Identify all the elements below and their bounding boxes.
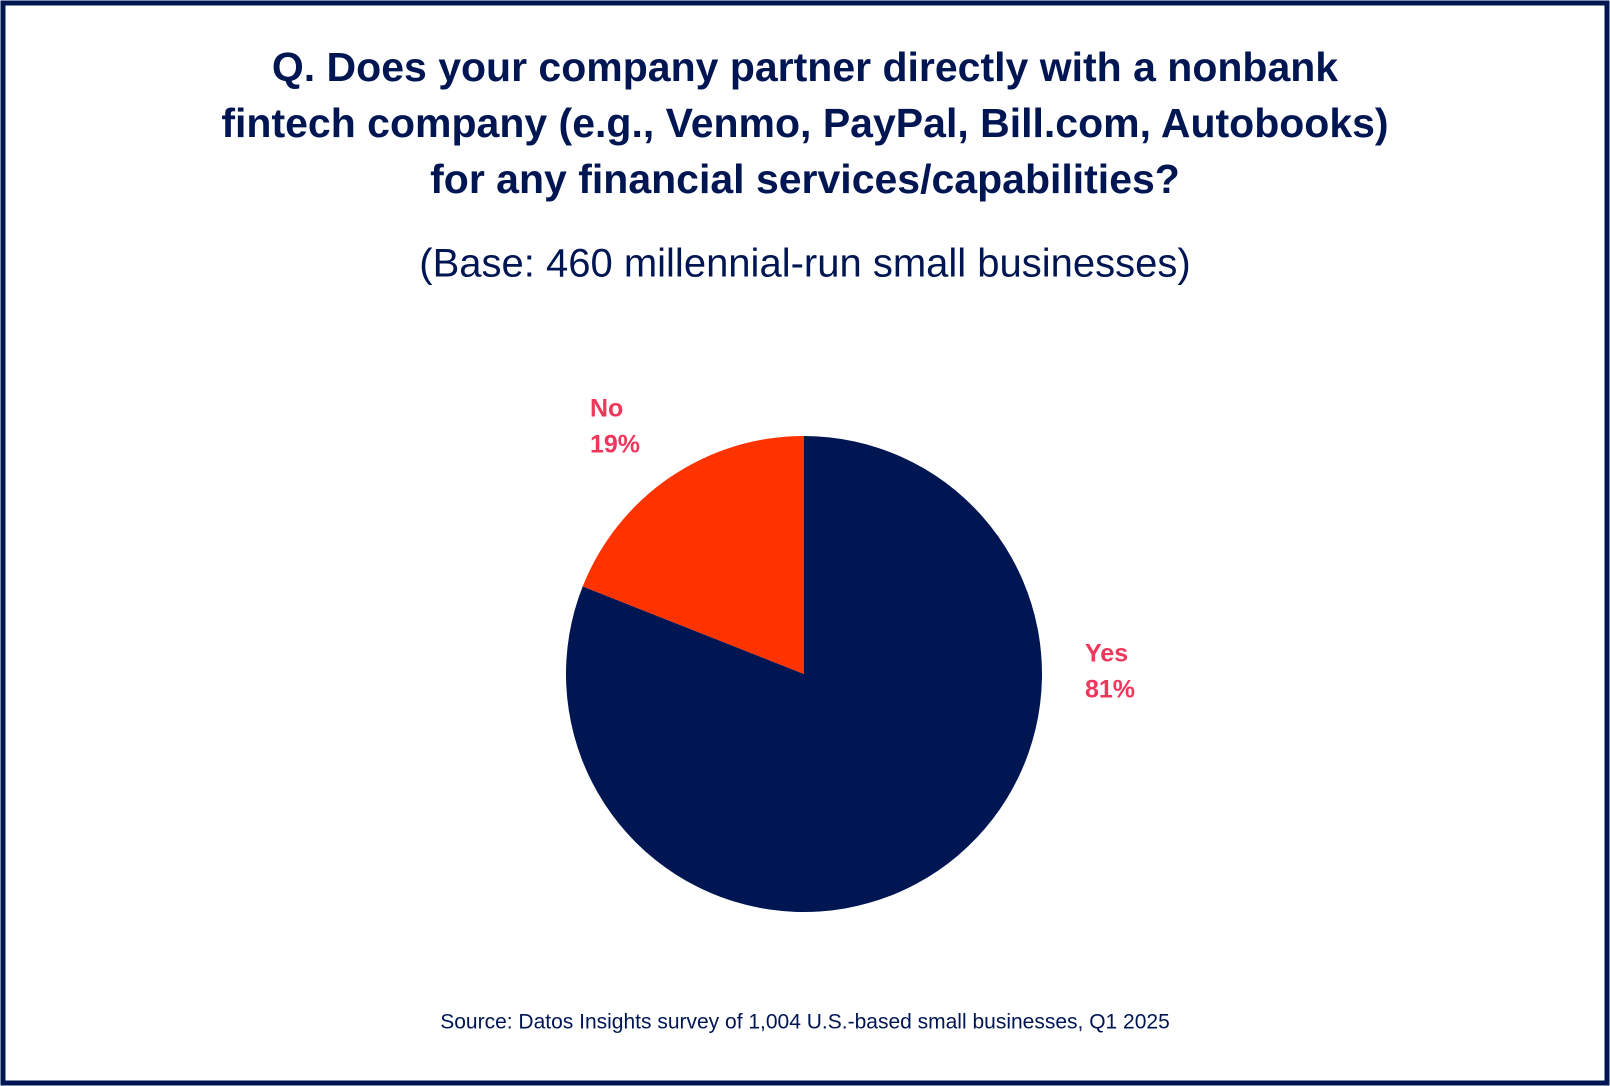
pie-slice — [566, 436, 1043, 913]
chart-subtitle: (Base: 460 millennial-run small business… — [419, 242, 1190, 286]
pie-slice — [582, 436, 804, 674]
value-label: 19% — [590, 431, 640, 459]
chart-title: fintech company (e.g., Venmo, PayPal, Bi… — [221, 100, 1388, 146]
source-note: Source: Datos Insights survey of 1,004 U… — [440, 1011, 1170, 1034]
slice-label: Yes — [1085, 640, 1128, 668]
value-label: 81% — [1085, 676, 1135, 704]
chart-title: Q. Does your company partner directly wi… — [272, 44, 1338, 90]
slice-label: No — [590, 395, 623, 423]
chart-title: for any financial services/capabilities? — [430, 156, 1180, 202]
